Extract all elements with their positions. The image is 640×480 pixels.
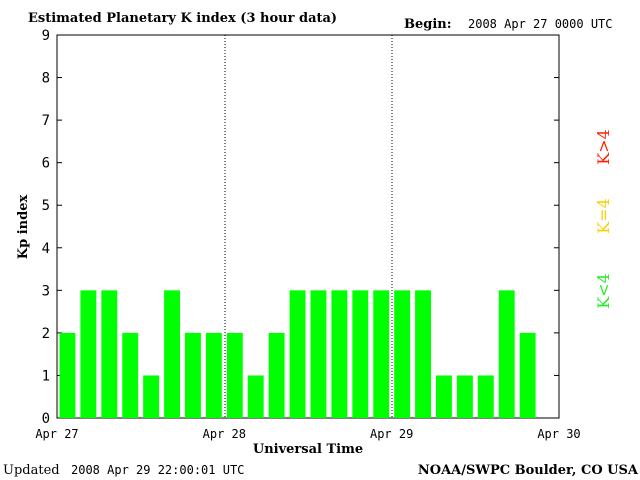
kp-bar [331, 290, 348, 418]
plot-frame [56, 34, 560, 419]
kp-bar [164, 290, 180, 418]
x-tick-label: Apr 27 [35, 427, 78, 441]
updated-label: Updated [3, 463, 60, 478]
kp-bar [226, 332, 243, 418]
y-axis: 0 1 2 3 4 5 6 7 8 9 [42, 28, 559, 427]
y-tick-label: 4 [42, 241, 50, 257]
kp-bar [373, 290, 390, 418]
x-tick-label: Apr 29 [370, 427, 413, 441]
legend-k-gt-4: K>4 [594, 129, 613, 165]
y-axis-label: Kp index [16, 195, 31, 260]
legend-k-lt-4: K<4 [594, 273, 613, 309]
kp-bar [268, 332, 285, 418]
updated-value: 2008 Apr 29 22:00:01 UTC [71, 463, 244, 477]
kp-bar [310, 290, 327, 418]
bars [59, 290, 536, 418]
y-tick-label: 6 [42, 156, 50, 172]
chart-title: Estimated Planetary K index (3 hour data… [28, 11, 337, 26]
kp-bar [185, 332, 201, 418]
y-tick-label: 5 [42, 198, 50, 214]
kp-bar [352, 290, 369, 418]
kp-bar [205, 332, 222, 418]
legend-k-eq-4: K=4 [594, 198, 613, 234]
begin-value: 2008 Apr 27 0000 UTC [468, 17, 613, 31]
kp-bar [456, 375, 473, 418]
kp-bar [289, 290, 306, 418]
kp-bar [394, 290, 411, 418]
kp-bar [519, 332, 536, 418]
y-tick-label: 8 [42, 71, 50, 87]
kp-bar [498, 290, 515, 418]
kp-bar [122, 332, 139, 418]
begin-label: Begin: [404, 17, 452, 32]
y-tick-label: 0 [42, 411, 50, 427]
kp-bar [80, 290, 97, 418]
kp-bar [415, 290, 431, 418]
y-tick-label: 2 [42, 326, 50, 342]
x-tick-label: Apr 28 [203, 427, 246, 441]
kp-bar [101, 290, 118, 418]
kp-bar [59, 332, 76, 418]
kp-bar [436, 375, 452, 418]
y-tick-label: 9 [42, 28, 50, 44]
kp-bar [143, 375, 160, 418]
kp-bar [477, 375, 494, 418]
x-axis: Apr 27 Apr 28 Apr 29 Apr 30 [35, 427, 580, 441]
kp-bar [247, 375, 264, 418]
x-axis-label: Universal Time [253, 442, 363, 457]
x-tick-label: Apr 30 [537, 427, 580, 441]
source-credit: NOAA/SWPC Boulder, CO USA [418, 463, 639, 478]
y-tick-label: 3 [42, 283, 50, 299]
y-tick-label: 7 [42, 113, 50, 129]
y-tick-label: 1 [42, 368, 50, 384]
